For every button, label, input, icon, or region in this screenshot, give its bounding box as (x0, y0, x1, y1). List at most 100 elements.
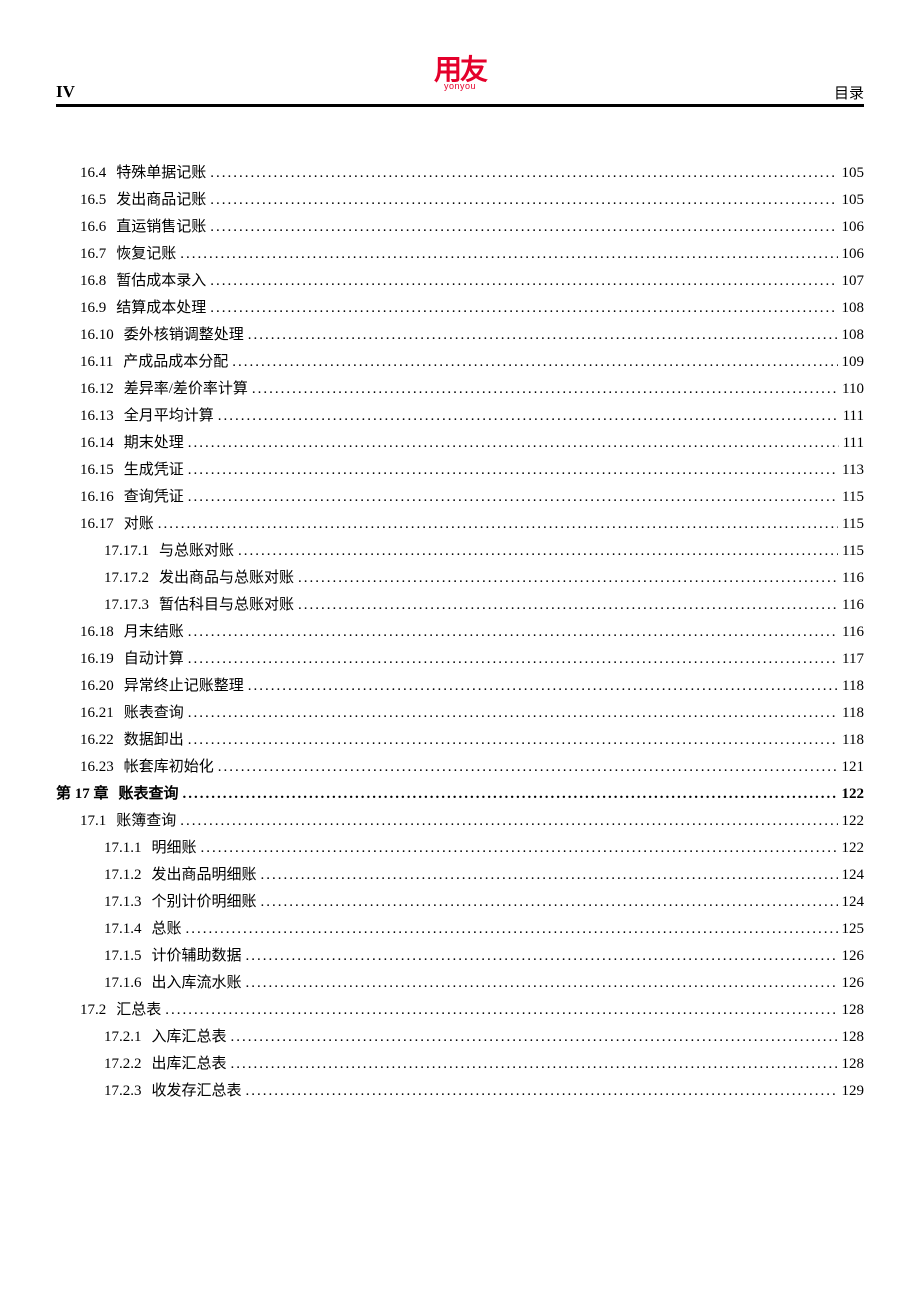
header-title: 目录 (834, 82, 864, 103)
toc-page: 108 (842, 295, 865, 322)
toc-leader-dots (210, 214, 837, 241)
toc-number: 16.19 (80, 646, 114, 673)
toc-title: 账表查询 (119, 781, 179, 808)
toc-title: 产成品成本分配 (123, 349, 228, 376)
toc-title: 委外核销调整处理 (124, 322, 244, 349)
toc-entry-row: 16.11产成品成本分配109 (56, 349, 864, 376)
toc-entry-row: 17.17.3暂估科目与总账对账116 (56, 592, 864, 619)
page-header: IV 用友 yonyou 目录 (0, 56, 920, 106)
toc-page: 110 (842, 376, 864, 403)
toc-entry-row: 17.1.3个别计价明细账124 (56, 889, 864, 916)
toc-leader-dots (298, 565, 838, 592)
toc-page: 118 (842, 700, 864, 727)
toc-number: 16.5 (80, 187, 106, 214)
toc-page: 111 (843, 430, 864, 457)
toc-leader-dots (231, 1051, 838, 1078)
toc-page: 121 (842, 754, 865, 781)
toc-leader-dots (248, 322, 838, 349)
toc-leader-dots (246, 1078, 838, 1105)
toc-number: 16.7 (80, 241, 106, 268)
toc-title: 结算成本处理 (116, 295, 206, 322)
toc-entry-row: 16.12差异率/差价率计算110 (56, 376, 864, 403)
toc-page: 124 (842, 889, 865, 916)
toc-entry-row: 16.6直运销售记账106 (56, 214, 864, 241)
toc-number: 16.4 (80, 160, 106, 187)
toc-page: 116 (842, 619, 864, 646)
toc-number: 16.8 (80, 268, 106, 295)
toc-entry-row: 17.2.3收发存汇总表129 (56, 1078, 864, 1105)
toc-page: 118 (842, 673, 864, 700)
toc-number: 17.1.5 (104, 943, 142, 970)
toc-leader-dots (180, 808, 837, 835)
toc-title: 与总账对账 (159, 538, 234, 565)
toc-number: 16.11 (80, 349, 113, 376)
toc-title: 对账 (124, 511, 154, 538)
toc-page: 125 (842, 916, 865, 943)
toc-leader-dots (218, 754, 838, 781)
toc-number: 17.1.1 (104, 835, 142, 862)
toc-entry-row: 16.19 自动计算 117 (56, 646, 864, 673)
toc-entry-row: 17.17.1与总账对账115 (56, 538, 864, 565)
toc-title: 特殊单据记账 (116, 160, 206, 187)
toc-number: 16.22 (80, 727, 114, 754)
toc-chapter-row: 第 17 章账表查询122 (56, 781, 864, 808)
toc-entry-row: 16.20 异常终止记账整理 118 (56, 673, 864, 700)
toc-title: 入库汇总表 (152, 1024, 227, 1051)
toc-leader-dots (298, 592, 838, 619)
toc-entry-row: 16.23帐套库初始化121 (56, 754, 864, 781)
toc-page: 122 (842, 808, 865, 835)
toc-leader-dots (210, 295, 837, 322)
toc-title: 发出商品记账 (116, 187, 206, 214)
toc-leader-dots (188, 727, 838, 754)
toc-entry-row: 16.18月末结账116 (56, 619, 864, 646)
logo-cn: 用友 (434, 56, 486, 84)
toc-entry-row: 17.2.1 入库汇总表 128 (56, 1024, 864, 1051)
toc-entry-row: 16.10委外核销调整处理108 (56, 322, 864, 349)
toc-title: 自动计算 (124, 646, 184, 673)
toc-page: 116 (842, 565, 864, 592)
toc-number: 16.16 (80, 484, 114, 511)
toc-title: 发出商品明细账 (152, 862, 257, 889)
toc-title: 异常终止记账整理 (124, 673, 244, 700)
toc-title: 总账 (152, 916, 182, 943)
toc-page: 115 (842, 484, 864, 511)
toc-entry-row: 16.16查询凭证115 (56, 484, 864, 511)
toc-entry-row: 17.1.5 计价辅助数据 126 (56, 943, 864, 970)
toc-page: 113 (842, 457, 864, 484)
toc-leader-dots (188, 457, 838, 484)
toc-page: 106 (842, 241, 865, 268)
toc-entry-row: 16.9 结算成本处理 108 (56, 295, 864, 322)
toc-leader-dots (218, 403, 839, 430)
toc-page: 126 (842, 943, 865, 970)
logo: 用友 yonyou (434, 56, 486, 91)
header-rule (56, 104, 864, 107)
toc-leader-dots (246, 943, 838, 970)
toc-page: 122 (842, 781, 865, 808)
toc-entry-row: 16.17对账115 (56, 511, 864, 538)
toc-number: 16.20 (80, 673, 114, 700)
toc-number: 16.15 (80, 457, 114, 484)
toc-page: 118 (842, 727, 864, 754)
toc-number: 16.6 (80, 214, 106, 241)
toc-number: 17.2.1 (104, 1024, 142, 1051)
toc-entry-row: 17.1.2发出商品明细账124 (56, 862, 864, 889)
toc-number: 17.1 (80, 808, 106, 835)
toc-title: 账簿查询 (116, 808, 176, 835)
toc-number: 17.2 (80, 997, 106, 1024)
toc-page: 128 (842, 1024, 865, 1051)
toc-number: 17.1.4 (104, 916, 142, 943)
toc-number: 16.10 (80, 322, 114, 349)
toc-title: 暂估科目与总账对账 (159, 592, 294, 619)
toc-number: 17.17.3 (104, 592, 149, 619)
toc-page: 117 (842, 646, 864, 673)
toc-title: 帐套库初始化 (124, 754, 214, 781)
toc-title: 计价辅助数据 (152, 943, 242, 970)
toc-container: 16.4特殊单据记账10516.5发出商品记账10516.6直运销售记账1061… (56, 160, 864, 1105)
toc-title: 生成凭证 (124, 457, 184, 484)
toc-leader-dots (238, 538, 838, 565)
toc-title: 出库汇总表 (152, 1051, 227, 1078)
toc-leader-dots (201, 835, 838, 862)
toc-entry-row: 16.8暂估成本录入107 (56, 268, 864, 295)
toc-number: 16.9 (80, 295, 106, 322)
toc-title: 期末处理 (124, 430, 184, 457)
